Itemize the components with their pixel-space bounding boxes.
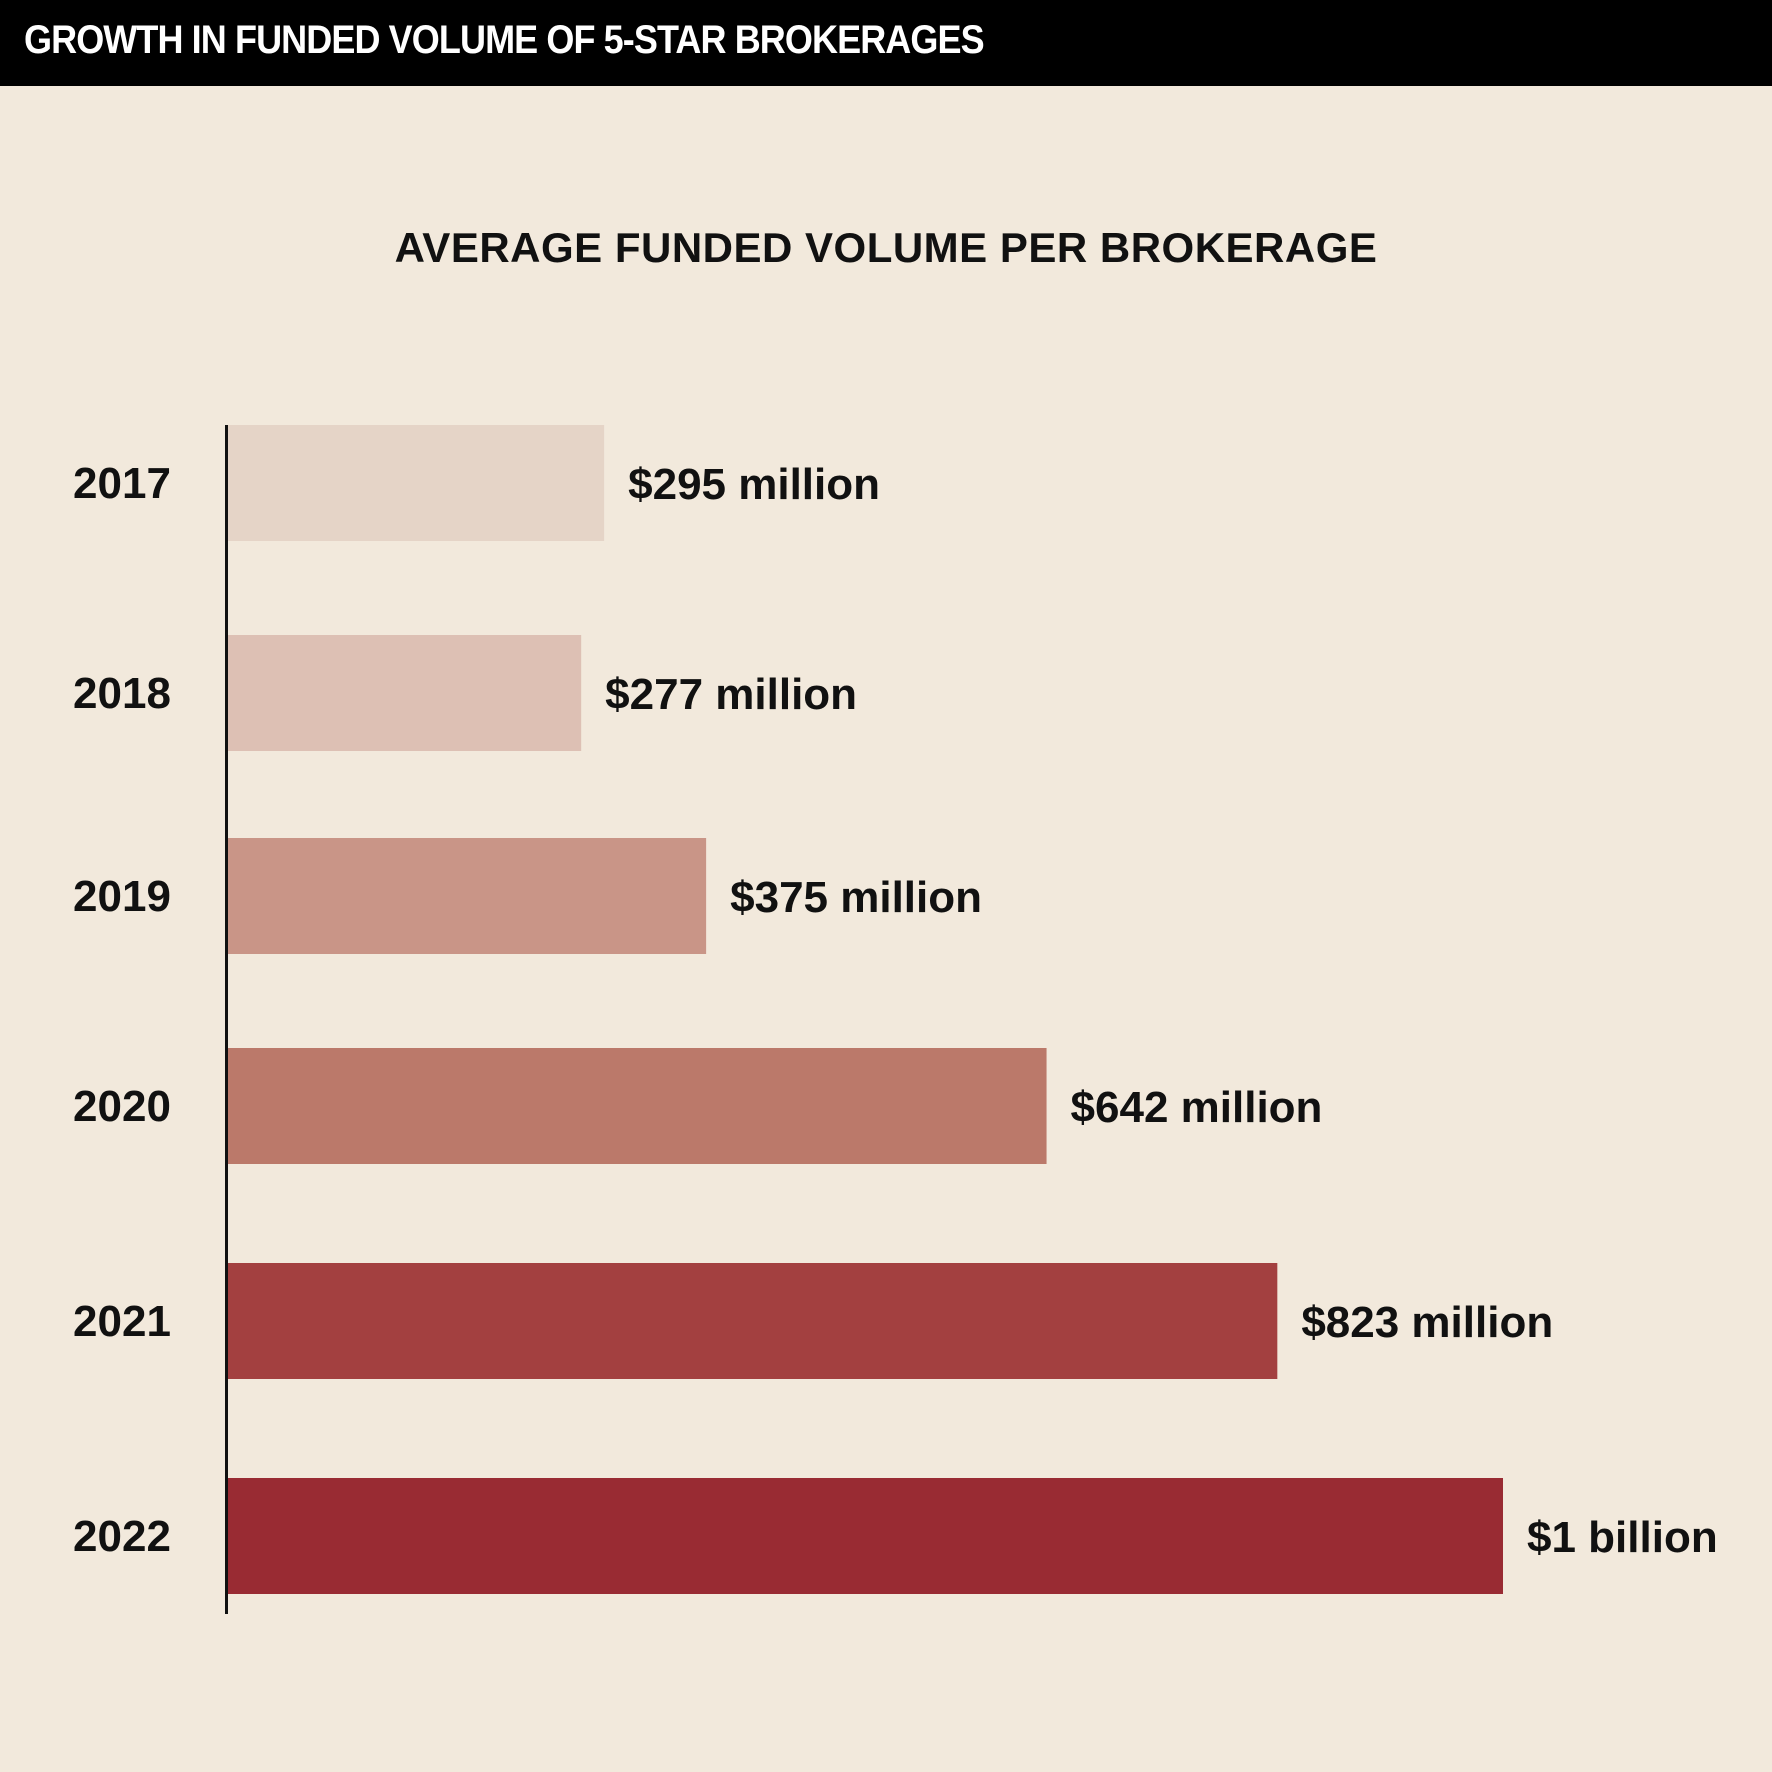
category-label-2017: 2017 bbox=[73, 459, 171, 508]
bar-2022 bbox=[228, 1478, 1503, 1594]
data-label-2018: $277 million bbox=[605, 670, 857, 719]
data-label-2017: $295 million bbox=[628, 460, 880, 509]
data-label-2020: $642 million bbox=[1071, 1083, 1323, 1132]
data-label-2022: $1 billion bbox=[1527, 1513, 1718, 1562]
category-label-2020: 2020 bbox=[73, 1082, 171, 1131]
header-bar: GROWTH IN FUNDED VOLUME OF 5-STAR BROKER… bbox=[0, 0, 1772, 86]
chart-title: AVERAGE FUNDED VOLUME PER BROKERAGE bbox=[394, 224, 1378, 271]
bar-2020 bbox=[228, 1048, 1047, 1164]
header-title: GROWTH IN FUNDED VOLUME OF 5-STAR BROKER… bbox=[24, 18, 985, 62]
bar-2017 bbox=[228, 425, 605, 541]
bar-2018 bbox=[228, 635, 582, 751]
bar-2021 bbox=[228, 1263, 1278, 1379]
bar-2019 bbox=[228, 838, 707, 954]
category-label-2019: 2019 bbox=[73, 872, 171, 921]
category-label-2022: 2022 bbox=[73, 1512, 171, 1561]
category-label-2021: 2021 bbox=[73, 1297, 171, 1346]
category-label-2018: 2018 bbox=[73, 669, 171, 718]
data-label-2021: $823 million bbox=[1301, 1298, 1553, 1347]
data-label-2019: $375 million bbox=[730, 873, 982, 922]
